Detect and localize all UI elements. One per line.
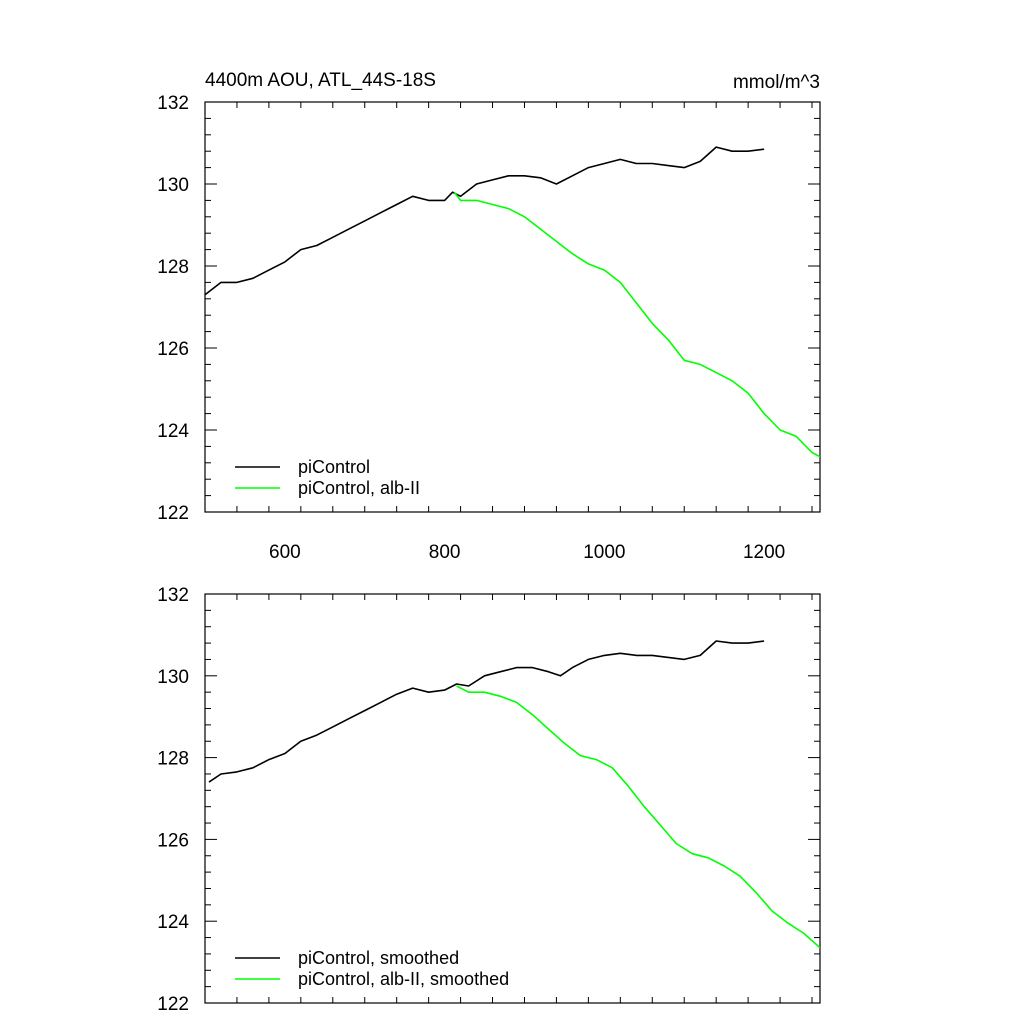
series-line-black [208, 640, 765, 783]
units-label: mmol/m^3 [733, 72, 820, 93]
y-tick-label: 130 [157, 667, 189, 688]
y-tick-label: 128 [157, 257, 189, 278]
legend-label: piControl, smoothed [298, 948, 459, 968]
y-tick-label: 130 [157, 175, 189, 196]
plot-frame [204, 101, 821, 513]
top-panel: 122 124 126 128 130 132 600 800 1000 1200 4400m AO… [157, 70, 821, 563]
y-tick-label: 122 [157, 503, 189, 524]
legend-label: piControl [298, 457, 370, 477]
y-tick-label: 124 [157, 421, 189, 442]
legend-label: piControl, alb-II [298, 478, 420, 498]
chart-title: 4400m AOU, ATL_44S-18S [205, 70, 436, 91]
y-tick-label: 132 [157, 585, 189, 606]
y-tick-label: 124 [157, 912, 189, 933]
series-line-green [453, 191, 820, 458]
y-tick-label: 122 [157, 994, 189, 1015]
x-tick-label: 600 [269, 542, 301, 563]
x-tick-label: 1000 [583, 542, 625, 563]
x-tick-label: 1200 [743, 542, 785, 563]
plot-frame [204, 593, 821, 1004]
y-tick-label: 126 [157, 830, 189, 851]
series-line-green [456, 685, 820, 949]
y-tick-label: 132 [157, 93, 189, 114]
series-line-black [205, 146, 765, 296]
x-tick-label: 800 [429, 542, 461, 563]
y-tick-label: 126 [157, 339, 189, 360]
bottom-panel: 122 124 126 128 130 132 piControl, smoothedpiC… [157, 585, 821, 1015]
legend-label: piControl, alb-II, smoothed [298, 969, 509, 989]
y-tick-label: 128 [157, 749, 189, 770]
